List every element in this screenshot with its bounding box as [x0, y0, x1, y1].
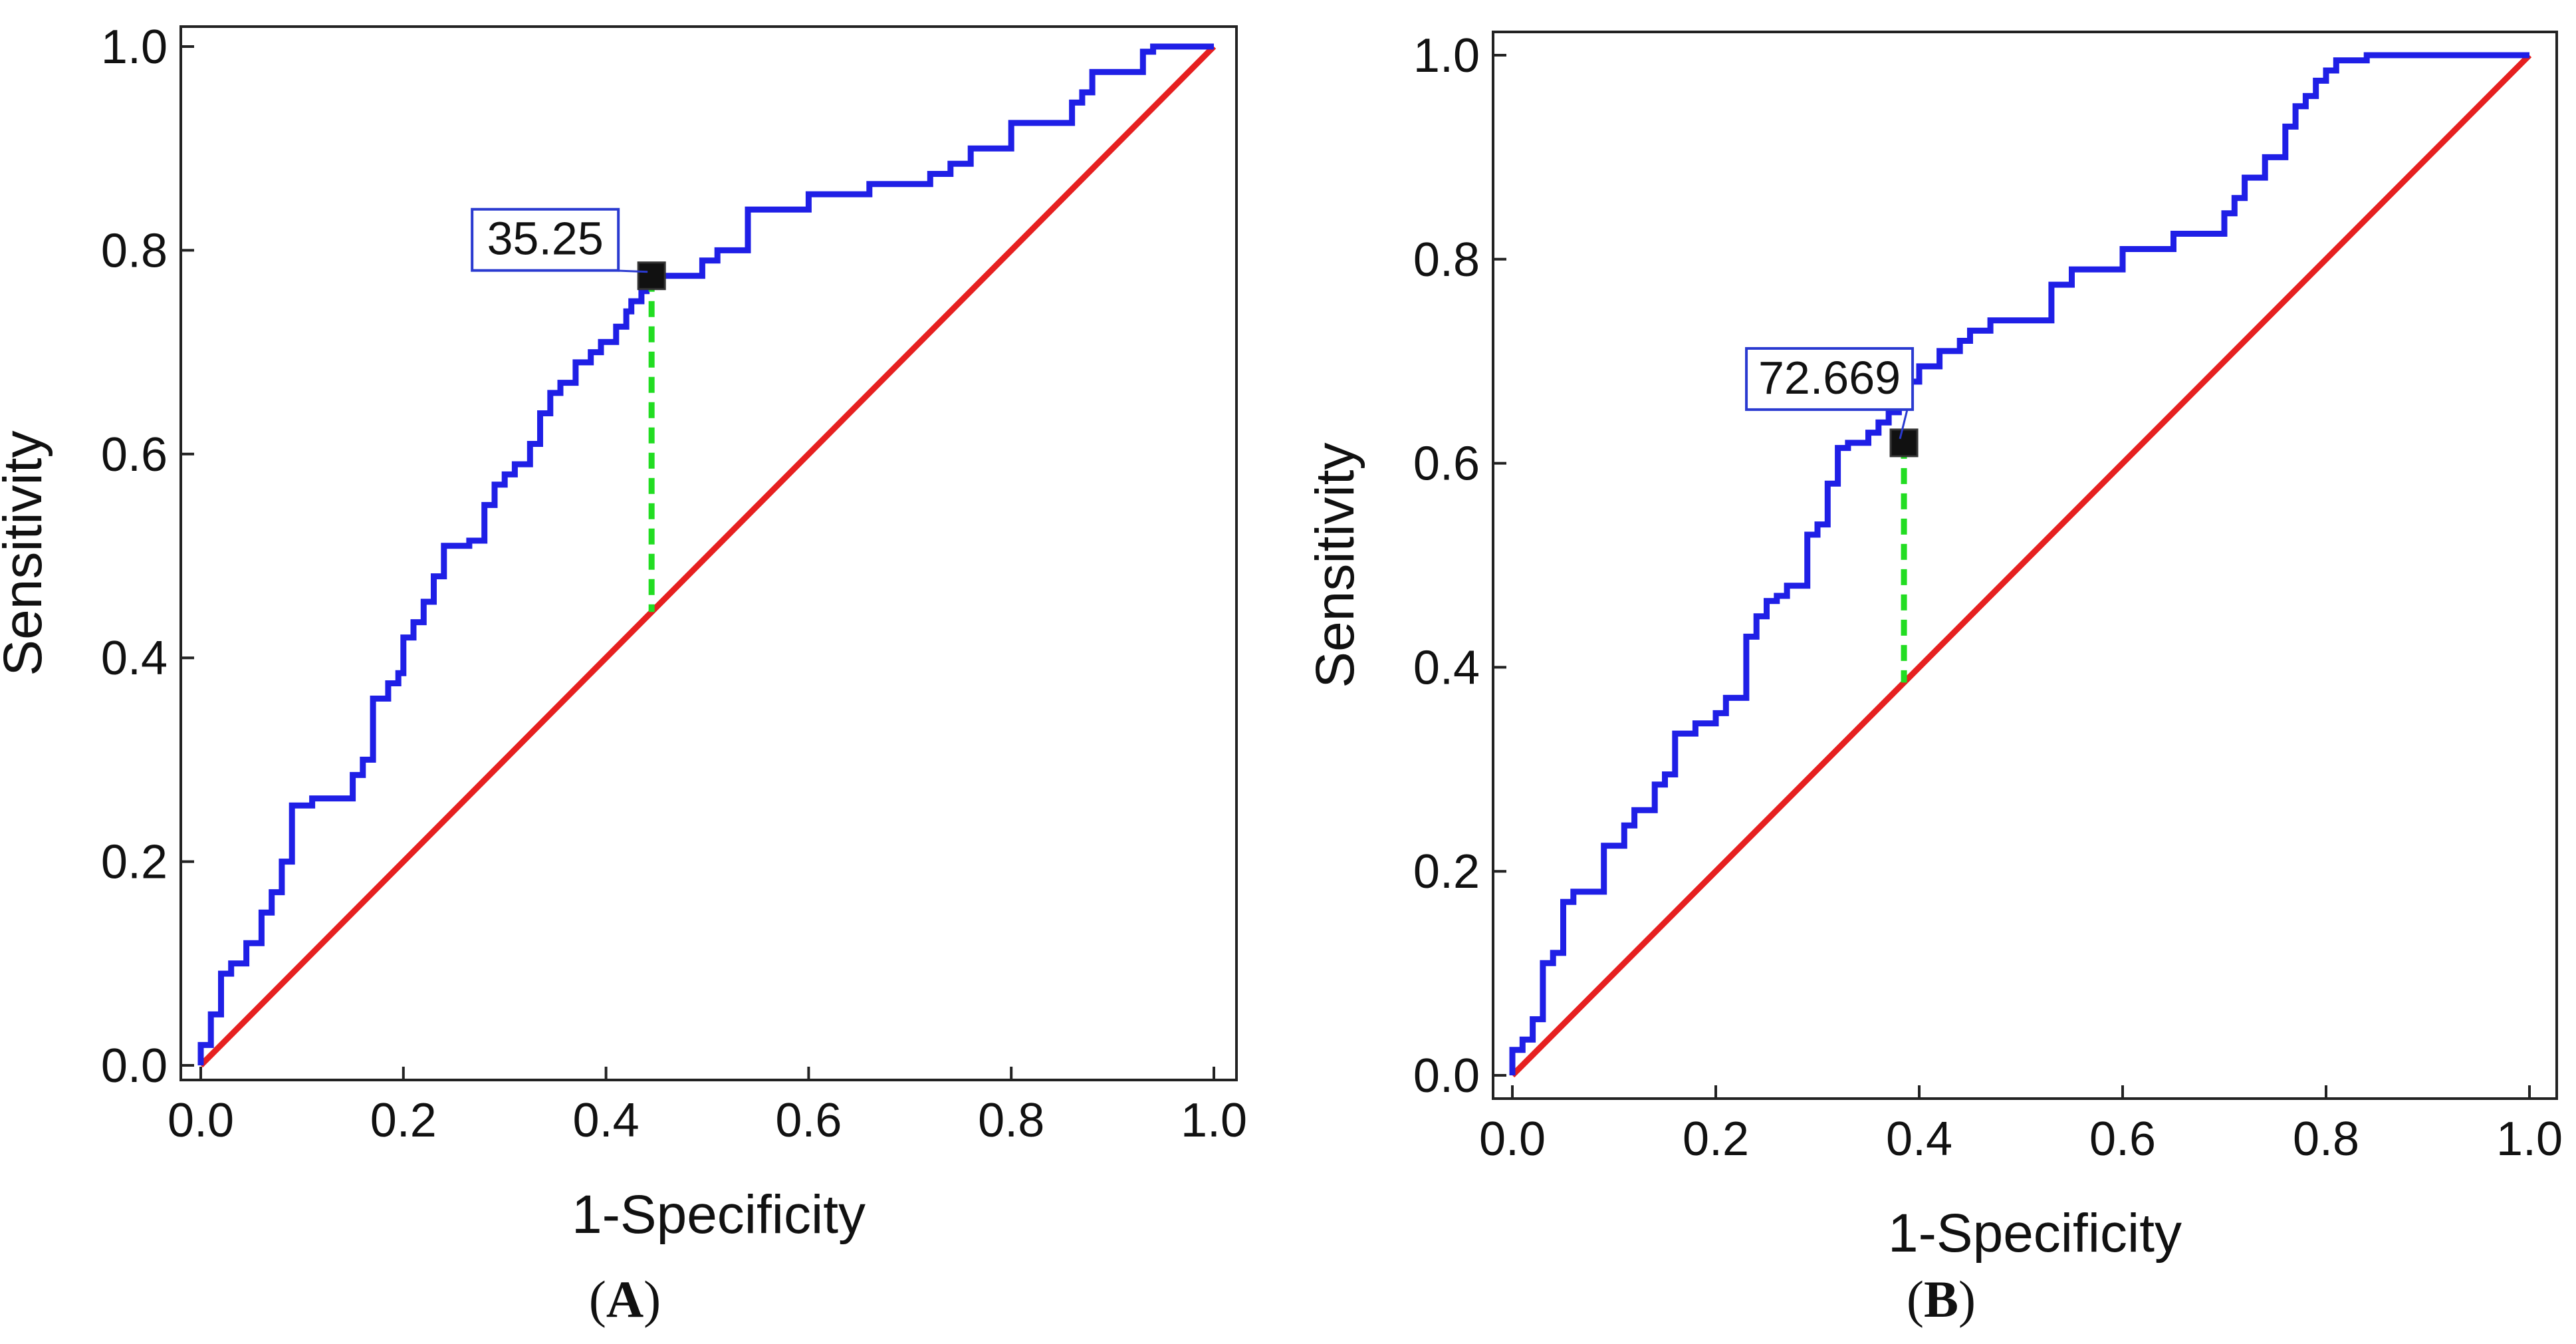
x-tick-label: 0.2	[370, 1094, 437, 1147]
x-tick-label: 0.4	[1886, 1113, 1952, 1166]
x-axis-title: 1-Specificity	[1888, 1203, 2182, 1264]
y-tick-label: 0.6	[1413, 438, 1480, 491]
x-tick-label: 1.0	[2496, 1113, 2563, 1166]
x-tick-label: 0.8	[978, 1094, 1044, 1147]
y-tick-label: 0.2	[101, 836, 168, 889]
reference-line	[1510, 53, 2532, 1078]
y-tick-label: 0.6	[101, 428, 168, 481]
x-tick-label: 0.6	[775, 1094, 842, 1147]
reference-line	[198, 44, 1217, 1068]
panel-a: 0.0 0.2 0.4 0.6 0.8 1.0 0.0 0.2 0.4 0.6 0.8 1.0 1-Sp…	[0, 21, 1247, 1328]
roc-curve	[1509, 52, 2529, 1075]
cutoff-callout-box	[471, 207, 620, 272]
y-tick-label: 0.4	[1413, 641, 1480, 694]
y-tick-label: 0.8	[1413, 233, 1480, 287]
plot-frame	[179, 25, 1238, 1081]
x-tick-label: 0.0	[168, 1094, 234, 1147]
panel-b: 0.0 0.2 0.4 0.6 0.8 1.0 0.0 0.2 0.4 0.6 0.8 1.0 1-Sp…	[1305, 29, 2563, 1328]
plot-frame	[1492, 31, 2558, 1100]
y-tick-label: 0.2	[1413, 845, 1480, 898]
cutoff-callout-box	[1745, 346, 1915, 411]
y-tick-label: 0.8	[101, 224, 168, 277]
cutoff-label: 35.25	[487, 213, 604, 265]
x-tick-label: 0.6	[2089, 1113, 2156, 1166]
cutoff-label: 72.669	[1758, 352, 1901, 404]
y-tick-label: 0.0	[1413, 1049, 1480, 1103]
cutoff-marker	[637, 261, 666, 291]
y-tick-label: 0.0	[101, 1039, 168, 1093]
x-tick-label: 0.2	[1683, 1113, 1749, 1166]
y-tick-label: 0.4	[101, 632, 168, 685]
y-axis-title: Sensitivity	[1305, 442, 1365, 688]
panel-caption: (B)	[1907, 1270, 1976, 1328]
y-tick-label: 1.0	[101, 21, 168, 74]
roc-curve	[197, 43, 1214, 1065]
panel-caption: (A)	[589, 1270, 661, 1328]
x-tick-label: 0.4	[573, 1094, 640, 1147]
plot-area	[197, 43, 1217, 1068]
plot-area	[1509, 52, 2532, 1078]
x-axis-title: 1-Specificity	[572, 1184, 866, 1245]
y-tick-label: 1.0	[1413, 29, 1480, 82]
cutoff-callout-leader	[1899, 409, 1909, 440]
x-tick-label: 1.0	[1181, 1094, 1247, 1147]
cutoff-marker	[1889, 428, 1919, 458]
x-tick-label: 0.0	[1479, 1113, 1546, 1166]
x-tick-label: 0.8	[2293, 1113, 2359, 1166]
y-axis-title: Sensitivity	[0, 430, 53, 676]
